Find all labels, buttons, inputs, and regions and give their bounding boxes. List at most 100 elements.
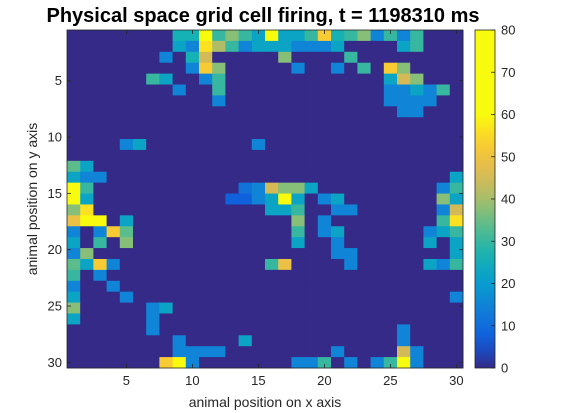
heatmap-cell: [225, 139, 239, 151]
heatmap-cell: [370, 346, 385, 358]
heatmap-cell: [370, 226, 385, 238]
heatmap-cell: [344, 346, 358, 358]
heatmap-cell: [265, 204, 279, 216]
heatmap-cell: [238, 313, 253, 325]
heatmap-cell: [344, 182, 358, 194]
heatmap-cell: [383, 269, 398, 282]
heatmap-cell: [106, 237, 121, 249]
heatmap-cell: [199, 117, 213, 129]
heatmap-cell: [146, 30, 160, 42]
heatmap-cell: [146, 335, 160, 347]
heatmap-cell: [344, 357, 358, 369]
heatmap-cell: [185, 160, 200, 173]
heatmap-cell: [146, 160, 160, 173]
heatmap-cell: [106, 346, 121, 358]
heatmap-cell: [238, 30, 253, 42]
heatmap-cell: [212, 357, 226, 369]
heatmap-cell: [317, 160, 332, 173]
heatmap-cell: [212, 335, 226, 347]
heatmap-cell: [133, 357, 147, 369]
heatmap-cell: [225, 84, 239, 96]
heatmap-cell: [449, 51, 464, 64]
heatmap-cell: [225, 51, 239, 64]
heatmap-cell: [225, 95, 239, 107]
heatmap-cell: [436, 30, 451, 42]
heatmap-cell: [238, 84, 253, 96]
heatmap-cell: [67, 128, 81, 140]
heatmap-cell: [410, 40, 424, 53]
heatmap-cell: [278, 51, 292, 64]
heatmap-cell: [146, 149, 160, 162]
heatmap-cell: [251, 73, 266, 85]
heatmap-cell: [172, 215, 187, 227]
heatmap-cell: [93, 258, 107, 271]
heatmap-cell: [304, 248, 319, 260]
heatmap-cell: [317, 258, 332, 271]
heatmap-cell: [344, 84, 358, 96]
heatmap-cell: [291, 171, 305, 184]
heatmap-cell: [159, 62, 173, 75]
heatmap-cell: [146, 302, 160, 314]
heatmap-cell: [291, 280, 305, 293]
heatmap-cell: [199, 357, 213, 369]
heatmap-cell: [265, 95, 279, 107]
y-tick-label: 25: [48, 299, 62, 314]
heatmap-cell: [146, 128, 160, 140]
heatmap-cell: [383, 106, 398, 118]
heatmap-cell: [93, 51, 107, 64]
heatmap-cell: [106, 258, 121, 271]
heatmap-cell: [133, 237, 147, 249]
heatmap-cell: [410, 335, 424, 347]
heatmap-cell: [397, 258, 411, 271]
heatmap-cell: [278, 73, 292, 85]
heatmap-cell: [212, 237, 226, 249]
heatmap-cell: [370, 204, 385, 216]
heatmap-cell: [397, 84, 411, 96]
heatmap-cell: [67, 248, 81, 260]
heatmap-cell: [449, 280, 464, 293]
heatmap-cell: [357, 193, 371, 205]
heatmap-cell: [357, 258, 371, 271]
heatmap-cell: [251, 313, 266, 325]
heatmap-cell: [159, 160, 173, 173]
heatmap-cell: [278, 357, 292, 369]
heatmap-cell: [199, 84, 213, 96]
heatmap-cell: [278, 324, 292, 336]
heatmap-cell: [449, 357, 464, 369]
heatmap-cell: [225, 324, 239, 336]
heatmap-cell: [159, 204, 173, 216]
heatmap-cell: [199, 51, 213, 64]
heatmap-cell: [383, 346, 398, 358]
heatmap-cell: [357, 248, 371, 260]
heatmap-cell: [357, 171, 371, 184]
heatmap-cell: [278, 291, 292, 303]
heatmap-cell: [423, 128, 437, 140]
heatmap-cell: [423, 171, 437, 184]
heatmap-cell: [317, 117, 332, 129]
heatmap-cell: [238, 269, 253, 282]
heatmap-cell: [225, 117, 239, 129]
heatmap-cell: [185, 346, 200, 358]
heatmap-cell: [423, 302, 437, 314]
heatmap-cell: [397, 95, 411, 107]
heatmap-cell: [436, 258, 451, 271]
heatmap-cell: [119, 73, 134, 85]
heatmap-cell: [291, 106, 305, 118]
y-tick-label: 30: [48, 355, 62, 370]
heatmap-cell: [238, 51, 253, 64]
heatmap-cell: [93, 128, 107, 140]
heatmap-cell: [238, 258, 253, 271]
heatmap-cell: [370, 117, 385, 129]
heatmap-cell: [344, 139, 358, 151]
heatmap-cell: [383, 171, 398, 184]
heatmap-cell: [278, 269, 292, 282]
heatmap-cell: [119, 204, 134, 216]
heatmap-cell: [212, 149, 226, 162]
heatmap-cell: [238, 248, 253, 260]
heatmap-cell: [119, 84, 134, 96]
heatmap-cell: [80, 193, 94, 205]
heatmap-cell: [397, 313, 411, 325]
heatmap-cell: [449, 269, 464, 282]
heatmap-cell: [212, 139, 226, 151]
heatmap-cell: [146, 313, 160, 325]
